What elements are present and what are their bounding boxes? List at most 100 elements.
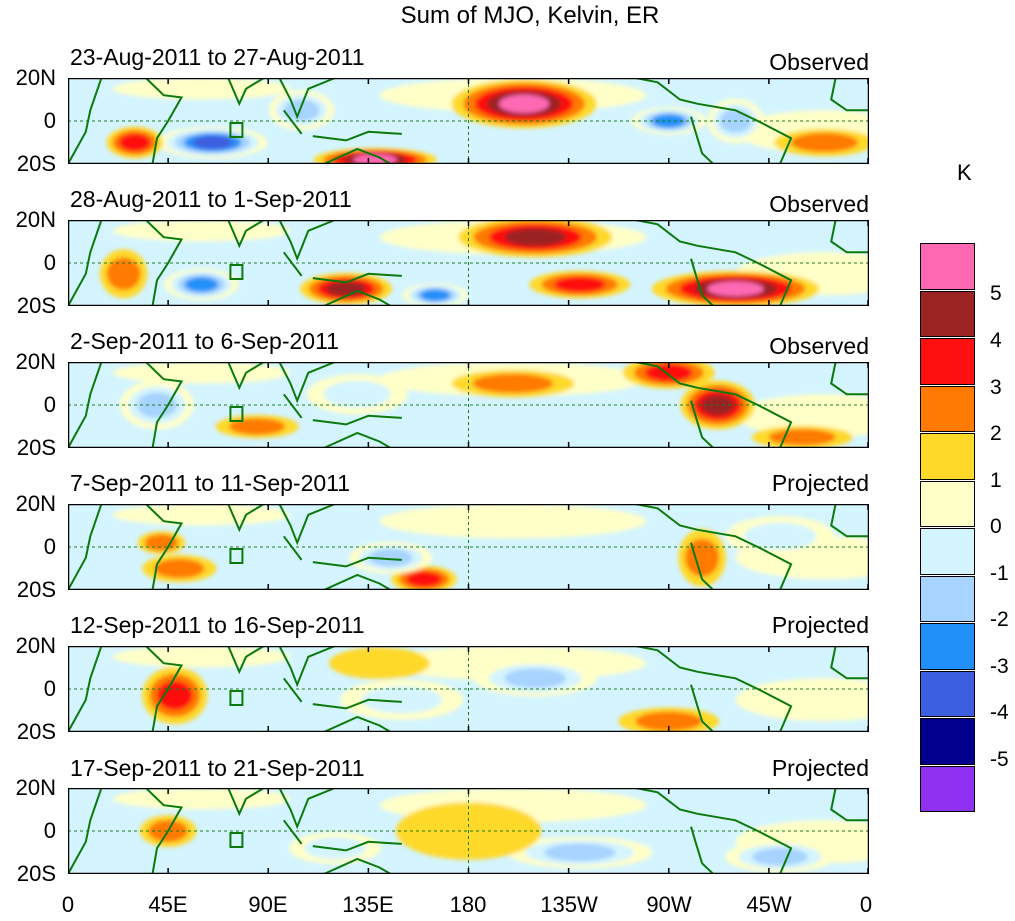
coastline (323, 289, 392, 306)
coastline (690, 116, 714, 164)
x-tick-label: 90E (248, 892, 288, 917)
anomaly-contour (106, 257, 141, 290)
coastline (278, 788, 336, 830)
panel-5-kind: Projected (771, 612, 869, 638)
anomaly-contour (156, 680, 193, 710)
y-tick-label: 0 (43, 108, 56, 133)
coastline (68, 788, 103, 874)
coastline (227, 220, 265, 249)
y-tick-label: 0 (43, 250, 56, 275)
x-tick-label: 45E (148, 892, 188, 917)
panel-4-kind: Projected (771, 470, 869, 496)
coastline (635, 788, 698, 815)
map-panel-6 (68, 788, 869, 874)
coastline (690, 542, 714, 590)
colorbar-cell (920, 765, 975, 812)
chart-title: Sum of MJO, Kelvin, ER (400, 2, 660, 29)
x-tick-label: 135W (540, 892, 598, 917)
anomaly-contour (419, 289, 451, 302)
anomaly-contour (329, 647, 430, 680)
colorbar-cell (920, 243, 975, 290)
colorbar-cell (920, 385, 975, 432)
coastline (278, 220, 336, 262)
y-tick-label: 20N (15, 349, 56, 374)
map-panel-2 (68, 220, 869, 306)
y-tick-label: 20S (16, 435, 56, 460)
anomaly-contour (752, 848, 808, 866)
coastline (323, 857, 392, 874)
colorbar-level-label: 5 (990, 282, 1002, 305)
coastline (283, 819, 303, 845)
colorbar-level-label: -5 (990, 748, 1009, 771)
coastline (227, 78, 265, 107)
coastline (697, 670, 793, 732)
coastline (283, 393, 303, 419)
coastline (697, 386, 793, 448)
y-tick-label: 20S (16, 293, 56, 318)
coastline (312, 698, 402, 710)
coastline (830, 504, 869, 538)
x-tick-label: 45W (746, 892, 792, 917)
colorbar-level-label: 4 (990, 329, 1002, 352)
colorbar-cell (920, 575, 975, 622)
coastline (145, 646, 184, 732)
anomaly-contour (112, 78, 291, 100)
panel-4-date-range: 7-Sep-2011 to 11-Sep-2011 (70, 470, 351, 496)
anomaly-contour (192, 135, 233, 150)
coastline (283, 109, 303, 135)
colorbar-level-label: -2 (990, 608, 1009, 631)
colorbar-cell (920, 623, 975, 670)
coastline (145, 220, 184, 306)
anomaly-contour (154, 558, 205, 579)
anomaly-contour (112, 504, 291, 526)
coastline (312, 556, 402, 568)
y-tick-label: 20N (15, 633, 56, 658)
coastline (312, 272, 402, 284)
coastline (690, 826, 714, 874)
colorbar-level-label: 1 (990, 469, 1002, 492)
anomaly-contour (323, 380, 391, 408)
coastline (830, 220, 869, 254)
anomaly-contour (735, 678, 869, 722)
map-panel-5 (68, 646, 869, 732)
panel-3-date-range: 2-Sep-2011 to 6-Sep-2011 (70, 328, 339, 354)
coastline (323, 431, 392, 448)
coastline (145, 362, 184, 448)
coastline (229, 122, 244, 138)
panel-2-date-range: 28-Aug-2011 to 1-Sep-2011 (70, 186, 352, 212)
coastline (227, 362, 265, 391)
anomaly-contour (406, 571, 442, 588)
anomaly-contour (735, 394, 869, 438)
coastline (68, 362, 103, 448)
y-tick-label: 20N (15, 491, 56, 516)
y-tick-label: 20N (15, 65, 56, 90)
y-tick-label: 20N (15, 207, 56, 232)
x-tick-label: 0 (859, 892, 873, 917)
y-tick-label: 20N (15, 775, 56, 800)
x-tick-label: 135E (342, 892, 394, 917)
coastline (229, 832, 244, 848)
coastline (697, 528, 793, 590)
anomaly-contour (112, 646, 291, 668)
coastline (312, 130, 402, 142)
coastline (312, 414, 402, 426)
anomaly-contour (229, 418, 286, 435)
y-tick-label: 20S (16, 861, 56, 886)
colorbar-level-label: 3 (990, 376, 1002, 399)
anomaly-contour (361, 686, 442, 714)
coastline (68, 646, 103, 732)
anomaly-contour (707, 281, 764, 297)
coastline (690, 684, 714, 732)
coastline (312, 840, 402, 852)
panel-1-kind: Observed (769, 49, 869, 75)
anomaly-contour (118, 133, 151, 152)
colorbar-cell (920, 290, 975, 337)
map-panel-1 (68, 78, 869, 164)
colorbar-cell (920, 433, 975, 480)
y-tick-label: 0 (43, 392, 56, 417)
y-tick-label: 0 (43, 676, 56, 701)
coastline (830, 646, 869, 680)
coastline (278, 504, 336, 546)
anomaly-contour (379, 504, 647, 539)
anomaly-contour (553, 276, 606, 293)
